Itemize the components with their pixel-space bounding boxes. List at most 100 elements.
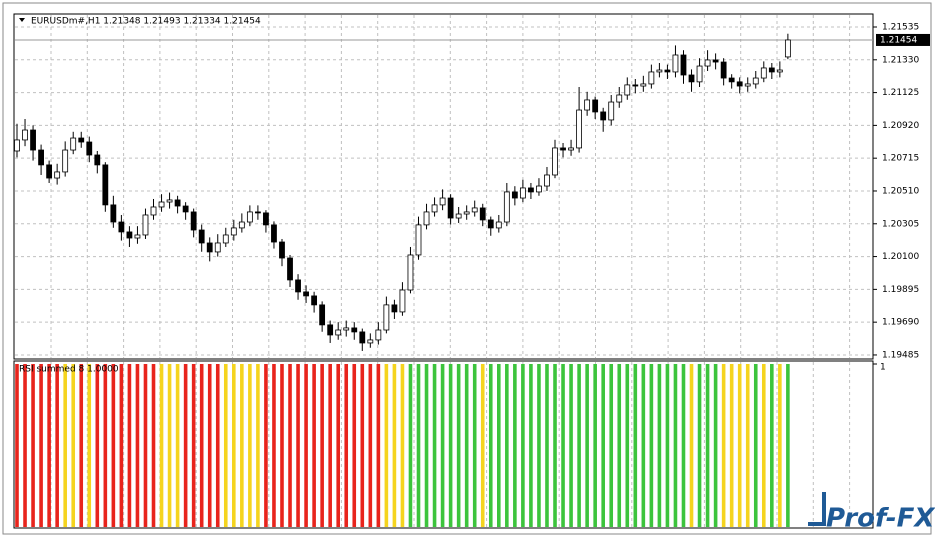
candle-body xyxy=(311,295,318,306)
candle-body xyxy=(680,54,687,76)
candle-body xyxy=(46,164,53,179)
indicator-bar xyxy=(553,364,557,527)
indicator-bar xyxy=(737,364,742,527)
candle-body xyxy=(158,201,165,208)
indicator-bar xyxy=(577,364,581,527)
candle-body xyxy=(600,111,607,121)
candle-body xyxy=(624,84,631,96)
candle-body xyxy=(94,154,101,166)
candle-body xyxy=(38,149,44,166)
candle-body xyxy=(632,84,639,87)
candle-body xyxy=(704,59,711,67)
indicator-bar xyxy=(272,364,276,527)
indicator-bar xyxy=(745,364,750,527)
candle-body xyxy=(463,211,470,215)
candle-body xyxy=(640,83,647,87)
candle-body xyxy=(86,141,93,156)
candle-body xyxy=(150,206,157,216)
indicator-bar xyxy=(761,364,766,527)
indicator-bar xyxy=(673,364,678,527)
candle-body xyxy=(351,327,358,333)
indicator-bar xyxy=(207,364,212,527)
indicator-bar xyxy=(721,364,726,527)
indicator-bar xyxy=(71,364,76,527)
indicator-bar xyxy=(215,364,220,527)
indicator-bar xyxy=(63,364,67,527)
y-tick-label: 1.21330 xyxy=(882,55,919,65)
indicator-bar xyxy=(408,364,413,527)
candle-body xyxy=(728,77,735,83)
indicator-bar xyxy=(360,364,365,527)
indicator-bar xyxy=(264,364,268,527)
candle-body xyxy=(664,69,671,73)
candle-body xyxy=(447,197,454,219)
y-tick-label: 1.21535 xyxy=(882,22,919,32)
indicator-bar xyxy=(159,364,164,527)
indicator-bar xyxy=(175,364,180,527)
candle-body xyxy=(744,83,751,87)
candle-body xyxy=(407,254,414,291)
candle-body xyxy=(439,197,446,206)
candle-body xyxy=(503,191,510,223)
indicator-bar xyxy=(223,364,228,527)
candle-body xyxy=(319,304,326,326)
y-tick-label: 1.19895 xyxy=(882,285,919,295)
indicator-bar xyxy=(480,364,485,527)
candle-body xyxy=(536,185,542,193)
candle-body xyxy=(399,289,406,313)
indicator-bar xyxy=(296,364,300,527)
y-tick-label: 1.19485 xyxy=(882,350,919,360)
indicator-bar xyxy=(593,364,597,527)
indicator-bar xyxy=(31,364,35,527)
indicator-bar xyxy=(328,364,332,527)
indicator-bar xyxy=(649,364,654,527)
candle-body xyxy=(70,137,77,151)
indicator-bar xyxy=(280,364,284,527)
indicator-bar xyxy=(199,364,204,527)
candle-body xyxy=(479,207,486,221)
candle-body xyxy=(391,304,398,313)
y-tick-label: 1.19690 xyxy=(882,318,919,328)
indicator-bar xyxy=(344,364,349,527)
candle-body xyxy=(303,291,309,297)
candle-body xyxy=(431,204,438,213)
indicator-bar xyxy=(127,364,132,527)
indicator-bar xyxy=(448,364,453,527)
indicator-bar xyxy=(55,364,59,527)
indicator-bar xyxy=(625,364,630,527)
menu-arrow[interactable] xyxy=(19,18,25,22)
indicator-bar xyxy=(368,364,373,527)
candle-body xyxy=(287,257,293,281)
candle-body xyxy=(760,67,767,79)
logo: Prof-FX xyxy=(808,492,935,534)
candle-body xyxy=(696,65,703,83)
candle-body xyxy=(30,129,36,151)
indicator-bar xyxy=(183,364,188,527)
indicator-bar xyxy=(103,364,108,527)
candle-body xyxy=(519,187,526,199)
last-price-label: 1.21454 xyxy=(880,35,917,45)
candle-body xyxy=(174,199,181,207)
price-panel xyxy=(13,13,874,360)
candle-body xyxy=(608,101,615,121)
candle-body xyxy=(166,199,173,203)
indicator-bar xyxy=(392,364,397,527)
indicator-bar xyxy=(617,364,622,527)
candle-body xyxy=(343,327,350,331)
indicator-bar xyxy=(521,364,525,527)
candle-body xyxy=(768,67,775,73)
indicator-bar xyxy=(665,364,670,527)
candle-body xyxy=(238,221,245,229)
indicator-bar xyxy=(505,364,509,527)
candle-body xyxy=(214,242,221,253)
indicator-bar xyxy=(384,364,389,527)
y-tick-label: 1.20100 xyxy=(882,252,919,262)
indicator-bar xyxy=(464,364,469,527)
indicator-bar xyxy=(529,364,533,527)
indicator-bar xyxy=(240,364,244,527)
indicator-bar xyxy=(79,364,84,527)
candle-body xyxy=(110,204,117,223)
indicator-bar xyxy=(601,364,605,527)
indicator-bar xyxy=(15,364,19,527)
